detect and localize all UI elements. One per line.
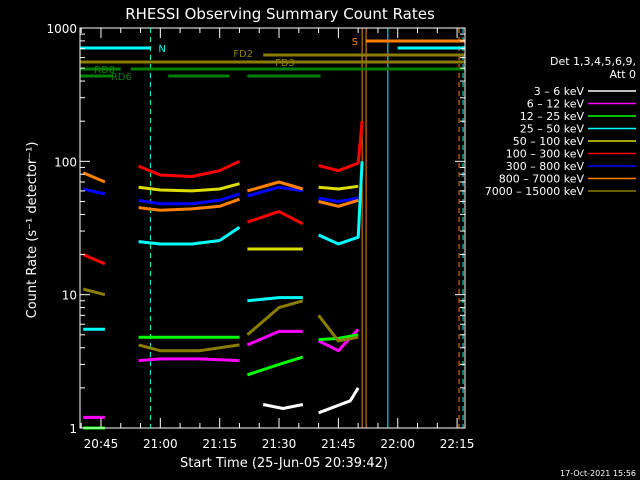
series-line-6-0: [82, 187, 106, 196]
series-line-7-2: [246, 180, 304, 193]
x-axis-label: Start Time (25-Jun-05 20:39:42): [180, 456, 388, 471]
series-line-2-3: [318, 333, 359, 342]
flag-label-fd3: FD3: [275, 58, 295, 69]
series-line-7-3: [318, 198, 359, 208]
legend-label: 800 – 7000 keV: [499, 173, 585, 186]
series-line-6-2: [246, 185, 304, 198]
legend-label: 50 – 100 keV: [513, 135, 585, 148]
plot-frame: [79, 27, 466, 429]
legend-attenuator: Att 0: [610, 68, 636, 81]
series-line-4-0: [138, 182, 240, 193]
series-line-0-1: [262, 403, 304, 410]
series-line-5-1: [138, 159, 241, 178]
y-tick-label: 1000: [46, 22, 77, 36]
y-tick-label: 100: [54, 155, 77, 169]
series-line-5-2: [246, 210, 304, 226]
series-line-6-1: [138, 192, 240, 206]
series-line-3-2: [247, 296, 303, 303]
flag-label-rd0: RD0: [94, 65, 115, 76]
legend-label: 7000 – 15000 keV: [485, 185, 585, 198]
series-line-7-1: [138, 197, 241, 212]
x-tick-label: 20:45: [84, 437, 119, 451]
series-line-0-2: [318, 387, 360, 415]
series-line-5-0: [82, 253, 106, 266]
x-tick-label: 21:30: [262, 437, 297, 451]
flag-label-rd6: RD6: [111, 72, 132, 83]
legend-label: 12 – 25 keV: [520, 110, 585, 123]
legend-label: 25 – 50 keV: [520, 123, 585, 136]
series-line-8-0: [82, 287, 106, 297]
x-tick-label: 21:15: [202, 437, 237, 451]
series-line-1-2: [246, 329, 303, 347]
series-line-1-1: [138, 357, 240, 363]
y-axis-label: Count Rate (s⁻¹ detector⁻¹): [25, 142, 40, 319]
series-line-5-3: [318, 121, 364, 173]
series-line-2-2: [246, 355, 304, 377]
legend-label: 6 – 12 keV: [527, 98, 585, 111]
x-tick-label: 22:00: [380, 437, 415, 451]
series-line-3-1: [138, 226, 241, 246]
flag-label-s: S: [352, 37, 358, 48]
chart-title: RHESSI Observing Summary Count Rates: [125, 5, 435, 23]
x-tick-label: 21:00: [143, 437, 178, 451]
flag-label-fd2: FD2: [233, 49, 253, 60]
series-line-7-0: [82, 171, 106, 184]
y-tick-label: 10: [62, 289, 77, 303]
legend-label: 3 – 6 keV: [534, 85, 585, 98]
series-line-3-3: [317, 161, 364, 246]
x-tick-label: 22:15: [440, 437, 475, 451]
flag-label-n: N: [158, 44, 165, 55]
generation-timestamp: 17-Oct-2021 15:56: [560, 469, 636, 478]
series-line-6-3: [318, 196, 359, 203]
series-line-8-1: [138, 343, 240, 353]
legend-label: 300 – 800 keV: [506, 160, 585, 173]
legend-label: 100 – 300 keV: [506, 148, 585, 161]
axes: 1 10 100 1000 20:45 21:00 21:15 21:30 21:45 22:00…: [46, 22, 474, 451]
legend-detectors: Det 1,3,4,5,6,9,: [550, 55, 636, 68]
y-tick-label: 1: [69, 422, 77, 436]
series-line-4-2: [318, 184, 359, 191]
series-line-8-2: [246, 299, 304, 336]
x-tick-label: 21:45: [321, 437, 356, 451]
series-line-8-3: [317, 314, 359, 343]
